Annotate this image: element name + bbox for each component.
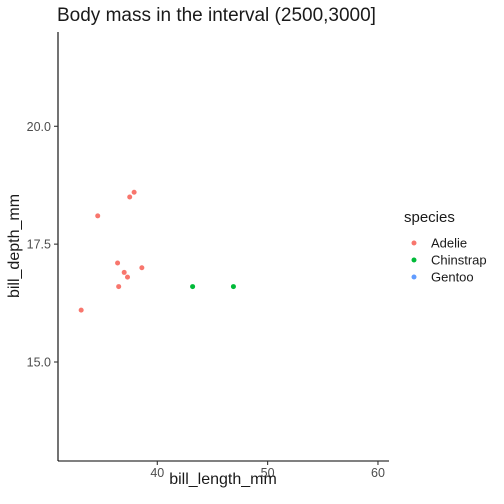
legend-title: species (404, 209, 455, 226)
legend: species Adelie Chinstrap Gentoo (404, 209, 487, 285)
point-chinstrap (190, 284, 195, 289)
legend-key-adelie (412, 241, 417, 246)
point-adelie (115, 261, 120, 266)
point-adelie (122, 270, 127, 275)
plot-panel: 40 50 60 15.017.520.0 (27, 32, 389, 480)
legend-key-gentoo (412, 275, 417, 280)
x-tick-label: 40 (150, 466, 164, 480)
point-chinstrap (231, 284, 236, 289)
point-adelie (125, 275, 130, 280)
y-tick-label: 20.0 (27, 120, 51, 134)
y-tick-label: 15.0 (27, 356, 51, 370)
point-adelie (127, 195, 132, 200)
point-adelie (139, 265, 144, 270)
legend-label-adelie: Adelie (431, 236, 467, 251)
point-adelie (79, 308, 84, 313)
y-ticks: 15.0 17.5 20.0 (27, 120, 58, 370)
point-adelie (132, 190, 137, 195)
x-tick-label: 60 (371, 466, 385, 480)
chart-title: Body mass in the interval (2500,3000] (57, 5, 376, 26)
legend-items: Adelie Chinstrap Gentoo (412, 236, 487, 285)
y-axis-title: bill_depth_mm (6, 194, 23, 298)
legend-key-chinstrap (412, 258, 417, 263)
y-tick-label: 17.5 (27, 238, 51, 252)
point-adelie (95, 213, 100, 218)
data-points (79, 190, 236, 313)
legend-label-chinstrap: Chinstrap (431, 253, 487, 268)
x-axis-title: bill_length_mm (169, 471, 277, 488)
legend-label-gentoo: Gentoo (431, 270, 474, 285)
point-adelie (116, 284, 121, 289)
